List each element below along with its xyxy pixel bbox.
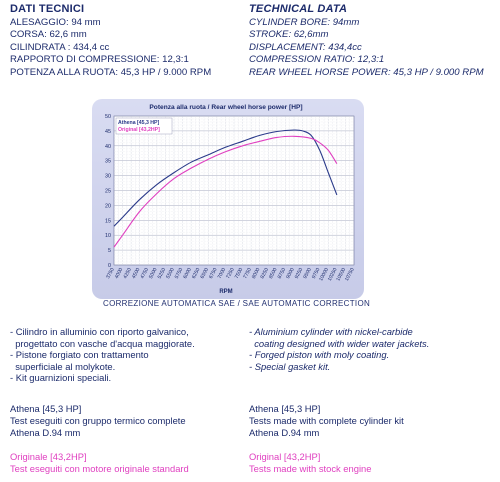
original-label-it: Originale [43,2HP]	[10, 451, 87, 462]
athena-bore-it: Athena D.94 mm	[10, 426, 81, 438]
original-desc-it: Test eseguiti con motore originale stand…	[10, 462, 189, 474]
x-tick-label: 4250	[122, 267, 133, 280]
x-tick-label: 6750	[208, 267, 219, 280]
feature-line: coating designed with wider water jacket…	[249, 337, 430, 349]
spec-power-en: REAR WHEEL HORSE POWER: 45,3 HP / 9.000 …	[249, 66, 484, 78]
spec-power-it: POTENZA ALLA RUOTA: 45,3 HP / 9.000 RPM	[10, 66, 212, 78]
spec-stroke-en: STROKE: 62,6mm	[249, 29, 329, 41]
x-tick-label: 7750	[242, 267, 253, 280]
legend-entry: Athena [45,3 HP]	[118, 120, 159, 126]
x-tick-label: 5250	[157, 267, 168, 280]
legend-box	[115, 117, 173, 135]
spec-displacement-en: DISPLACEMENT: 434,4cc	[249, 41, 362, 53]
spec-bore-it: ALESAGGIO: 94 mm	[10, 17, 101, 28]
x-tick-label: 4000	[114, 267, 125, 280]
original-caption-en: Original [43,2HP] Tests made with stock …	[249, 451, 371, 475]
spec-stroke-it: CORSA: 62,6 mm	[10, 29, 87, 41]
y-tick-label: 25	[105, 189, 111, 195]
x-tick-label: 3750	[105, 267, 116, 280]
original-caption-it: Originale [43,2HP] Test eseguiti con mot…	[10, 451, 189, 475]
x-tick-label: 6250	[191, 267, 202, 280]
y-tick-label: 50	[105, 114, 111, 120]
spec-compression-en: COMPRESSION RATIO: 12,3:1	[249, 54, 385, 66]
feature-line: - Special gasket kit.	[249, 360, 331, 372]
athena-desc-it: Test eseguiti con gruppo termico complet…	[10, 414, 186, 426]
x-tick-label: 9500	[302, 267, 313, 280]
x-tick-label: 10000	[318, 267, 330, 282]
x-tick-label: 8000	[251, 267, 262, 280]
x-tick-label: 9000	[285, 267, 296, 280]
x-tick-label: 7250	[225, 267, 236, 280]
original-label-en: Original [43,2HP]	[249, 451, 321, 462]
feature-line: - Forged piston with moly coating.	[249, 349, 390, 361]
feature-line: superficiale al molykote.	[10, 360, 116, 372]
y-tick-label: 0	[108, 263, 111, 269]
athena-bore-en: Athena D.94 mm	[249, 426, 320, 438]
feature-line: - Kit guarnizioni speciali.	[10, 372, 112, 384]
spec-compression-it: RAPPORTO DI COMPRESSIONE: 12,3:1	[10, 54, 189, 66]
y-tick-label: 30	[105, 174, 111, 180]
sae-correction-note: CORREZIONE AUTOMATICA SAE / SAE AUTOMATI…	[103, 299, 371, 308]
x-tick-label: 9750	[311, 267, 322, 280]
x-tick-label: 4750	[140, 267, 151, 280]
y-tick-label: 15	[105, 218, 111, 224]
x-tick-label: 5750	[174, 267, 185, 280]
athena-label-en: Athena [45,3 HP]	[249, 403, 321, 414]
features-english: - Aluminium cylinder with nickel-carbide…	[249, 326, 429, 372]
chart-title: Potenza alla ruota / Rear wheel horse po…	[149, 104, 302, 111]
x-tick-label: 9250	[294, 267, 305, 280]
left-header: DATI TECNICI	[10, 3, 85, 15]
x-tick-label: 5000	[148, 267, 159, 280]
x-tick-label: 5500	[165, 267, 176, 280]
y-tick-label: 5	[108, 248, 111, 254]
x-tick-label: 10250	[327, 267, 339, 282]
x-tick-label: 10500	[335, 267, 347, 282]
feature-line: - Aluminium cylinder with nickel-carbide	[249, 326, 413, 337]
x-tick-label: 4500	[131, 267, 142, 280]
feature-line: - Pistone forgiato con trattamento	[10, 349, 149, 361]
y-tick-label: 45	[105, 129, 111, 135]
x-tick-label: 7000	[217, 267, 228, 280]
x-axis-label: RPM	[219, 289, 232, 295]
original-desc-en: Tests made with stock engine	[249, 462, 372, 474]
athena-label-it: Athena [45,3 HP]	[10, 403, 82, 414]
features-italian: - Cilindro in alluminio con riporto galv…	[10, 326, 195, 384]
right-header: TECHNICAL DATA	[249, 3, 348, 15]
specs-italian: ALESAGGIO: 94 mm CORSA: 62,6 mm CILINDRA…	[10, 17, 211, 79]
y-tick-label: 40	[105, 144, 111, 150]
x-tick-label: 6500	[200, 267, 211, 280]
y-tick-label: 10	[105, 233, 111, 239]
x-tick-label: 8250	[260, 267, 271, 280]
feature-line: - Cilindro in alluminio con riporto galv…	[10, 326, 189, 337]
athena-caption-en: Athena [45,3 HP] Tests made with complet…	[249, 403, 404, 438]
x-tick-label: 8750	[277, 267, 288, 280]
x-tick-label: 6000	[182, 267, 193, 280]
legend-entry: Original [43,2HP]	[118, 127, 160, 133]
athena-desc-en: Tests made with complete cylinder kit	[249, 414, 404, 426]
spec-displacement-it: CILINDRATA : 434,4 cc	[10, 41, 110, 53]
power-chart: Potenza alla ruota / Rear wheel horse po…	[105, 104, 356, 295]
spec-bore-en: CYLINDER BORE: 94mm	[249, 17, 360, 28]
x-tick-label: 10750	[344, 267, 356, 282]
feature-line: progettato con vasche d'acqua maggiorate…	[10, 337, 195, 349]
athena-caption-it: Athena [45,3 HP] Test eseguiti con grupp…	[10, 403, 186, 438]
x-tick-label: 7500	[234, 267, 245, 280]
y-tick-label: 35	[105, 159, 111, 165]
original-series-line	[113, 135, 338, 248]
y-tick-label: 20	[105, 203, 111, 209]
x-tick-label: 8500	[268, 267, 279, 280]
specs-english: CYLINDER BORE: 94mm STROKE: 62,6mm DISPL…	[249, 17, 484, 79]
